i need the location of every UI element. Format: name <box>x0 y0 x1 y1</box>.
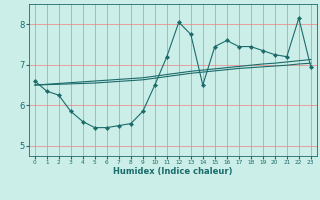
X-axis label: Humidex (Indice chaleur): Humidex (Indice chaleur) <box>113 167 233 176</box>
